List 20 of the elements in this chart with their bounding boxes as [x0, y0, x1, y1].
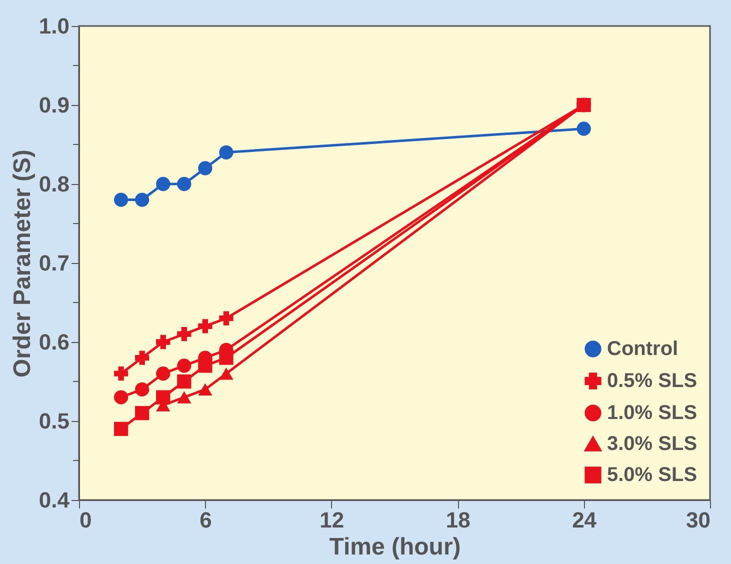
x-tick-label: 30 [686, 508, 710, 532]
x-tick-label: 18 [446, 508, 470, 532]
y-tick-label: 0.4 [38, 488, 70, 512]
legend-label: Control [607, 338, 678, 360]
legend-label: 3.0% SLS [607, 433, 698, 455]
y-tick-label: 0.6 [38, 330, 70, 354]
y-tick-label: 0.8 [38, 172, 70, 196]
y-tick-label: 0.7 [38, 250, 70, 276]
y-tick-label: 0.9 [38, 92, 70, 118]
x-tick-label: 24 [572, 508, 598, 532]
x-tick-label: 12 [320, 508, 344, 532]
legend-label: 5.0% SLS [607, 464, 698, 486]
y-axis-title: Order Parameter (S) [8, 149, 36, 378]
x-tick-label: 0 [80, 508, 92, 532]
y-tick-label: 1.0 [38, 14, 70, 38]
legend-label: 0.5% SLS [607, 370, 698, 392]
legend-label: 1.0% SLS [607, 402, 698, 424]
y-tick-label: 0.5 [38, 408, 70, 434]
x-tick-label: 6 [200, 508, 212, 532]
x-axis-title: Time (hour) [329, 534, 461, 560]
